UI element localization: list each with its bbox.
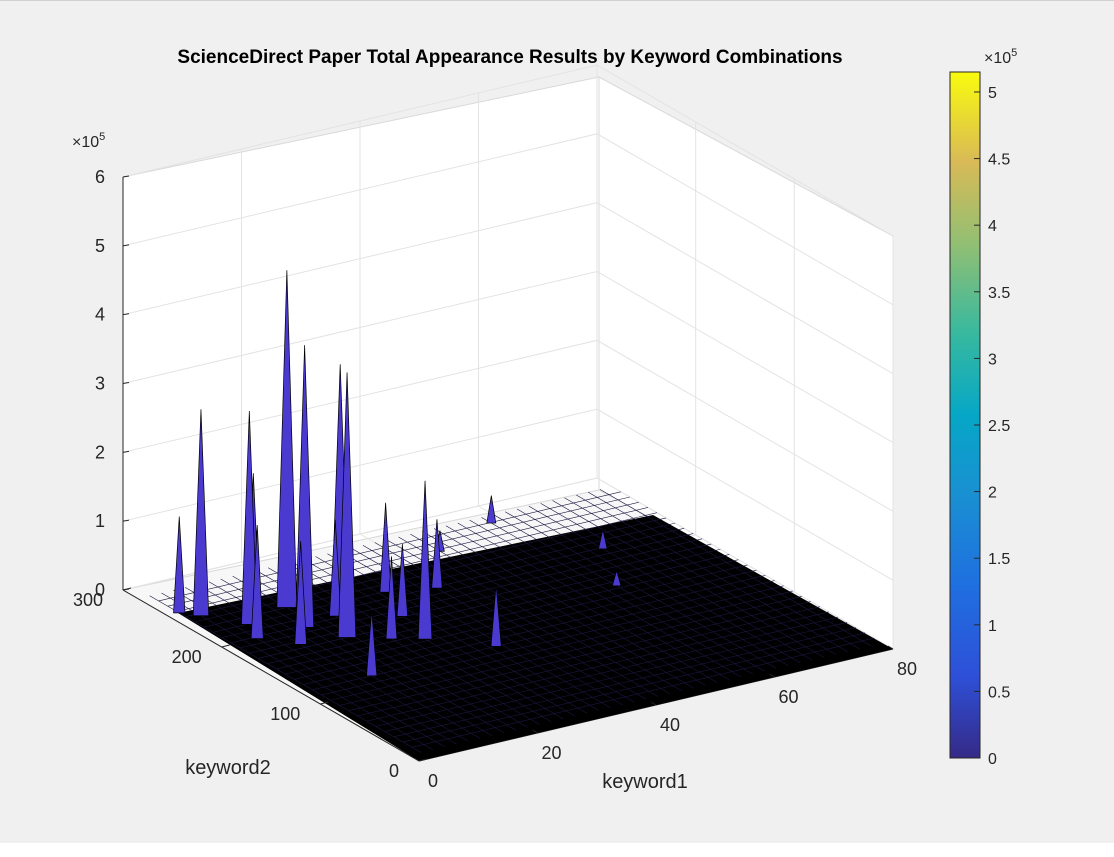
y-axis-line [122,589,420,762]
surface-peak [250,525,264,639]
peak-marks [173,270,622,677]
z-tick-label: 3 [95,374,105,394]
surface-peak [611,569,622,587]
z-tick-label: 6 [95,167,105,187]
surface-plot [149,270,893,761]
x-tick-mark [887,645,894,650]
x-tick-mark [769,673,775,678]
z-tick-label: 1 [95,511,105,531]
x-tick-mark [532,729,538,734]
mesh-line [339,595,802,706]
mesh-line [384,622,848,732]
y-tick-mark [122,587,132,591]
mesh-line [375,616,838,727]
colorbar-tick-label: 5 [988,85,997,102]
x-axis-label: keyword1 [602,771,688,793]
mesh-line [303,575,766,685]
colorbar-tick-label: 4.5 [988,152,1010,169]
z-tick-mark [122,382,130,384]
colorbar-gradient [949,71,981,759]
x-tick-mark [413,757,420,762]
y-tick-mark [320,701,329,705]
z-exponent: ×105 [72,131,105,151]
colorbar-tick-label: 3.5 [988,285,1010,302]
mesh-line [258,548,721,659]
colorbar-ticks: 0 0.5 1 1.5 2 2.5 3 3.5 4 4.5 5 [974,85,1010,768]
x-tick-mark [650,701,657,706]
mesh-line [249,543,712,654]
mesh-line [212,522,676,633]
surface-peak [276,270,298,608]
surface-peak [431,519,443,589]
z-tick-mark [122,175,130,178]
colorbar-tick-label: 1.5 [988,551,1010,568]
surface-peak [366,610,378,677]
y-ticks: 0 100 200 300 [73,587,428,781]
mesh-line [348,601,811,711]
z-tick-mark [122,313,130,316]
x-tick-label: 20 [541,743,561,763]
x-ticks: 0 20 40 60 80 [413,645,917,791]
colorbar-tick-label: 1 [988,618,997,635]
x-tick-label: 60 [778,687,798,707]
mesh-line [240,538,703,649]
surface-peak [490,584,502,647]
x-tick-label: 80 [897,659,917,679]
mesh-line [357,606,820,717]
y-tick-label: 200 [172,647,202,667]
colorbar-tick-label: 2.5 [988,418,1010,435]
clipped-background-strip [0,843,1114,857]
z-tick-label: 5 [95,236,105,256]
colorbar-exponent: ×105 [984,47,1017,67]
mesh-line [402,632,866,743]
z-tick-mark [122,244,130,247]
y-tick-mark [418,758,428,762]
y-axis-label: keyword2 [185,757,271,779]
chart-title: ScienceDirect Paper Total Appearance Res… [177,47,842,68]
mesh-line [185,507,649,617]
y-tick-label: 0 [389,761,399,781]
surface-peak [396,544,409,617]
z-tick-label: 2 [95,442,105,462]
surface-peak [329,519,342,617]
surface-peak [294,541,307,645]
mesh-line [312,580,775,691]
z-tick-mark [122,519,130,522]
y-tick-label: 100 [270,704,300,724]
surface-peak [241,411,258,625]
mesh-line [276,559,739,670]
mesh-line [393,627,857,738]
surface-peak [173,516,186,614]
surface-peak [385,556,398,640]
x-tick-label: 0 [428,771,438,791]
surface-peak [417,480,433,640]
z-tick-label: 0 [95,580,105,600]
colorbar: 0 0.5 1 1.5 2 2.5 3 3.5 4 4.5 5 ×105 [949,47,1017,768]
colorbar-tick-label: 4 [988,218,997,235]
y-tick-mark [221,644,230,648]
mesh-line [366,611,829,722]
grid-lines [122,64,894,762]
colorbar-tick-label: 2 [988,485,997,502]
surface-peak [337,372,357,638]
surface-peak [379,502,392,593]
colorbar-tick-label: 3 [988,351,997,368]
mesh-line [158,491,621,602]
colorbar-tick-label: 0 [988,751,997,768]
colorbar-tick-label: 0.5 [988,684,1010,701]
surface-peak [598,529,608,550]
surface-peak [192,409,210,617]
mesh-line [321,585,784,696]
mesh-line [330,590,793,701]
mesh-line [285,564,748,675]
z-tick-label: 4 [95,305,105,325]
y-tick-label: 300 [73,590,103,610]
mesh-line [411,637,875,748]
x-tick-label: 40 [660,715,680,735]
surface-peak [486,495,497,524]
z-tick-mark [122,450,130,453]
